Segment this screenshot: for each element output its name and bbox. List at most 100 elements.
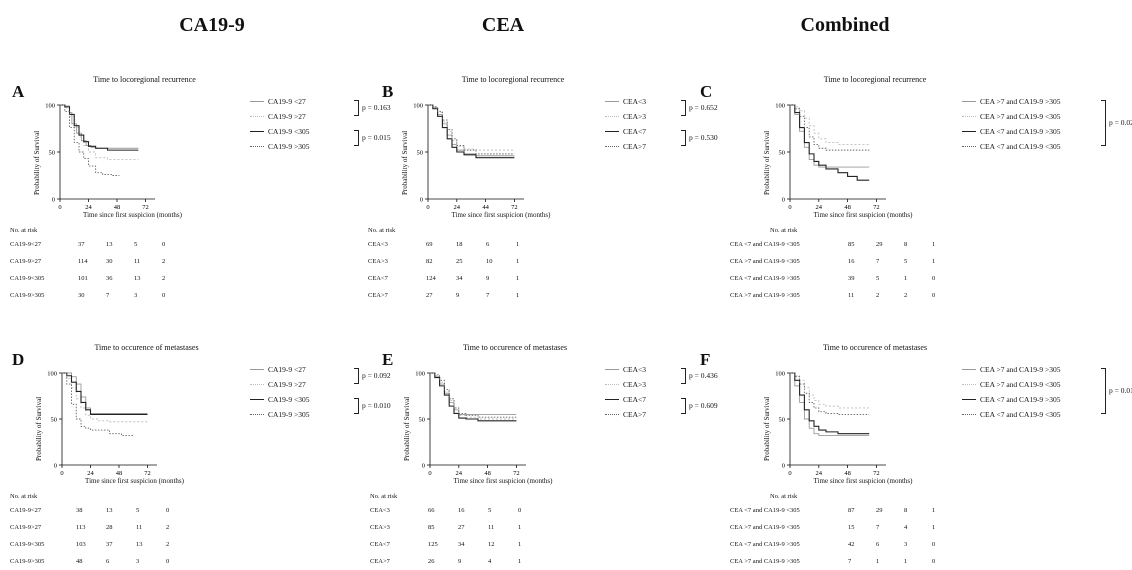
- x-tick-label: 0: [60, 470, 63, 477]
- series-line-3: [62, 372, 134, 437]
- legend-swatch: [605, 131, 619, 132]
- x-tick-label: 72: [144, 470, 151, 477]
- legend-bracket: [681, 398, 686, 414]
- risk-count: 101: [78, 275, 88, 282]
- risk-count: 1: [904, 558, 908, 565]
- y-tick-label: 100: [415, 371, 425, 378]
- risk-count: 87: [848, 507, 855, 514]
- legend-label: CEA >7 and CA19-9 >305: [980, 365, 1061, 374]
- legend-entry: CEA<3: [605, 97, 646, 106]
- risk-count: 13: [136, 541, 143, 548]
- legend-swatch: [250, 101, 264, 102]
- risk-count: 34: [456, 275, 463, 282]
- risk-count: 0: [162, 292, 166, 299]
- chart-title: Time to locoregional recurrence: [823, 75, 927, 84]
- risk-count: 48: [76, 558, 83, 565]
- risk-count: 11: [134, 258, 141, 265]
- risk-row-label: CA19-9<27: [10, 241, 42, 248]
- risk-count: 1: [932, 507, 936, 514]
- risk-count: 1: [518, 558, 522, 565]
- legend-swatch: [250, 399, 264, 400]
- risk-count: 85: [428, 524, 435, 531]
- risk-count: 6: [486, 241, 490, 248]
- risk-row-label: CA19-9<27: [10, 507, 42, 514]
- risk-count: 0: [166, 558, 170, 565]
- risk-count: 125: [428, 541, 438, 548]
- risk-row-label: CEA >7 and CA19-9 <305: [730, 258, 800, 265]
- y-tick-label: 100: [775, 371, 785, 378]
- legend-entry: CA19-9 >27: [250, 380, 306, 389]
- p-value: p = 0.436: [689, 371, 718, 380]
- legend-label: CA19-9 >305: [268, 142, 310, 151]
- risk-table-row: CA19-9<305 103 37 13 2: [10, 541, 250, 551]
- panel-letter: C: [700, 82, 713, 101]
- risk-row-label: CEA <7 and CA19-9 <305: [730, 241, 800, 248]
- risk-count: 2: [166, 541, 170, 548]
- risk-count: 2: [162, 258, 166, 265]
- panel-letter: D: [12, 350, 25, 369]
- legend-bracket: [354, 398, 359, 414]
- legend-label: CEA >7 and CA19-9 <305: [980, 380, 1061, 389]
- legend-label: CA19-9 >27: [268, 112, 306, 121]
- risk-row-label: CEA >7 and CA19-9 <305: [730, 524, 800, 531]
- x-tick-label: 24: [454, 204, 461, 211]
- risk-table-row: CEA >7 and CA19-9 >305 11 2 2 0: [730, 292, 970, 302]
- risk-count: 29: [876, 507, 883, 514]
- x-tick-label: 24: [816, 470, 823, 477]
- y-axis-label: Probability of Survival: [401, 130, 409, 195]
- legend-entry: CEA >7 and CA19-9 >305: [962, 97, 1061, 106]
- risk-count: 66: [428, 507, 435, 514]
- x-tick-label: 72: [511, 204, 518, 211]
- risk-count: 29: [876, 241, 883, 248]
- risk-count: 11: [136, 524, 143, 531]
- risk-table-row: CA19-9>27 114 30 11 2: [10, 258, 250, 268]
- legend-label: CEA<7: [623, 127, 646, 136]
- risk-count: 0: [166, 507, 170, 514]
- legend-label: CA19-9 >27: [268, 380, 306, 389]
- risk-count: 0: [932, 275, 936, 282]
- risk-count: 124: [426, 275, 436, 282]
- risk-row-label: CEA>3: [368, 258, 388, 265]
- chart-title: Time to occurence of metastases: [94, 343, 199, 352]
- risk-count: 9: [458, 558, 462, 565]
- risk-row-label: CEA<3: [368, 241, 388, 248]
- risk-row-label: CEA <7 and CA19-9 >305: [730, 541, 800, 548]
- risk-count: 9: [486, 275, 490, 282]
- risk-count: 1: [518, 541, 522, 548]
- panel-letter: E: [382, 350, 394, 369]
- column-header-ca19-9: CA19-9: [179, 14, 245, 36]
- risk-count: 11: [488, 524, 495, 531]
- survival-plot: 0 50 100 0 24 44 72: [413, 103, 524, 211]
- p-value: p = 0.022: [1109, 118, 1132, 127]
- x-axis-label: Time since first suspicion (months): [813, 211, 913, 219]
- legend-entry: CEA<7: [605, 127, 646, 136]
- legend-swatch: [250, 131, 264, 132]
- legend-label: CEA <7 and CA19-9 <305: [980, 142, 1061, 151]
- risk-row-label: CEA>7: [368, 292, 388, 299]
- series-line-1: [790, 104, 870, 145]
- risk-count: 0: [162, 241, 166, 248]
- y-tick-label: 100: [775, 103, 785, 110]
- risk-count: 37: [106, 541, 113, 548]
- legend-swatch: [250, 414, 264, 415]
- series-line-3: [790, 104, 870, 151]
- chart-title: Time to locoregional recurrence: [93, 75, 196, 84]
- risk-row-label: CEA<7: [370, 541, 390, 548]
- risk-count: 2: [162, 275, 166, 282]
- risk-table-row: CA19-9>27 113 28 11 2: [10, 524, 250, 534]
- legend-entry: CEA >7 and CA19-9 >305: [962, 365, 1061, 374]
- risk-count: 4: [904, 524, 908, 531]
- legend-entry: CEA <7 and CA19-9 >305: [962, 127, 1061, 136]
- legend-label: CEA>3: [623, 380, 646, 389]
- x-tick-label: 0: [426, 204, 429, 211]
- risk-count: 2: [876, 292, 880, 299]
- legend-entry: CEA >7 and CA19-9 <305: [962, 380, 1061, 389]
- y-tick-label: 100: [45, 103, 55, 110]
- risk-table-row: CEA <7 and CA19-9 >305 39 5 1 0: [730, 275, 970, 285]
- y-tick-label: 0: [782, 197, 785, 204]
- y-tick-label: 0: [52, 197, 55, 204]
- series-line-0: [60, 104, 139, 149]
- risk-table-title: No. at risk: [10, 227, 38, 234]
- risk-count: 11: [848, 292, 855, 299]
- risk-row-label: CA19-9<305: [10, 541, 45, 548]
